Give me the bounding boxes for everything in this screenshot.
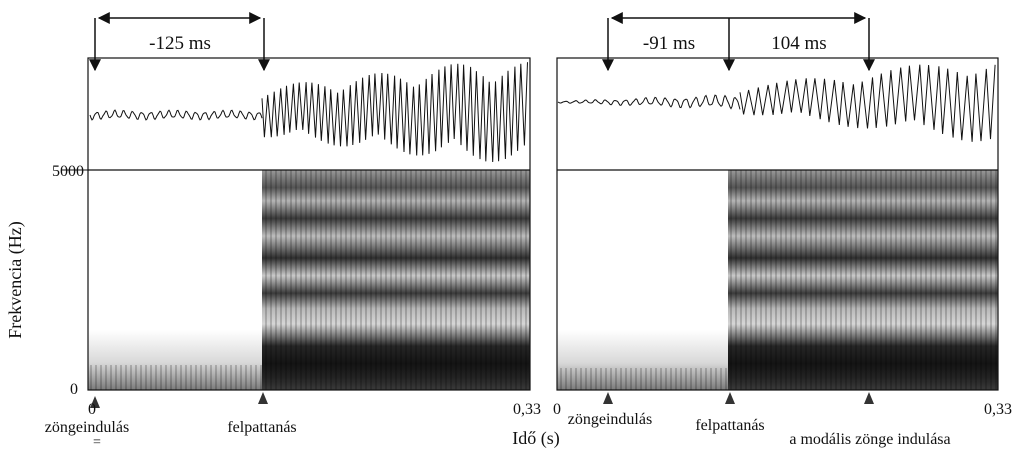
left-release-marker bbox=[258, 392, 268, 404]
right-waveform bbox=[557, 64, 996, 142]
left-interval-bracket bbox=[89, 11, 270, 72]
left-panel: -125 ms 0 0,33 zöngeindulás = felpattaná… bbox=[45, 11, 541, 450]
right-voicing-onset-marker bbox=[603, 392, 613, 404]
right-interval-bracket bbox=[602, 11, 875, 72]
left-voicing-onset-sub: = bbox=[93, 435, 101, 450]
right-x-start-tick: 0 bbox=[553, 401, 561, 418]
right-voicing-onset-label: zöngeindulás bbox=[568, 411, 652, 428]
left-release-label: felpattanás bbox=[227, 419, 296, 436]
y-tick-bottom: 0 bbox=[70, 381, 78, 398]
y-tick-top: 5000 bbox=[52, 163, 84, 180]
right-interval-label-2: 104 ms bbox=[771, 33, 826, 54]
right-panel: -91 ms 104 ms 0 0,33 zöngeindulás felpat… bbox=[553, 11, 1012, 448]
x-axis-label: Idő (s) bbox=[512, 428, 560, 449]
left-interval-label: -125 ms bbox=[149, 33, 211, 54]
y-axis: Frekvencia (Hz) 5000 0 bbox=[5, 163, 84, 398]
left-waveform bbox=[89, 62, 528, 163]
right-release-label: felpattanás bbox=[695, 417, 764, 434]
left-x-start-tick: 0 bbox=[88, 401, 96, 418]
right-panel-frame bbox=[556, 57, 999, 391]
left-voicing-onset-marker bbox=[90, 396, 100, 408]
left-spectrogram bbox=[88, 170, 530, 390]
right-x-end-tick: 0,33 bbox=[984, 401, 1012, 418]
right-interval-label-1: -91 ms bbox=[643, 33, 695, 54]
y-axis-label: Frekvencia (Hz) bbox=[5, 221, 26, 338]
right-modal-voicing-marker bbox=[864, 392, 874, 404]
right-release-marker bbox=[725, 392, 735, 404]
left-voicing-onset-label: zöngeindulás bbox=[45, 419, 129, 436]
right-modal-voicing-label: a modális zönge indulása bbox=[789, 431, 950, 448]
left-x-end-tick: 0,33 bbox=[513, 401, 541, 418]
left-panel-frame bbox=[87, 57, 531, 391]
right-spectrogram bbox=[557, 170, 998, 390]
